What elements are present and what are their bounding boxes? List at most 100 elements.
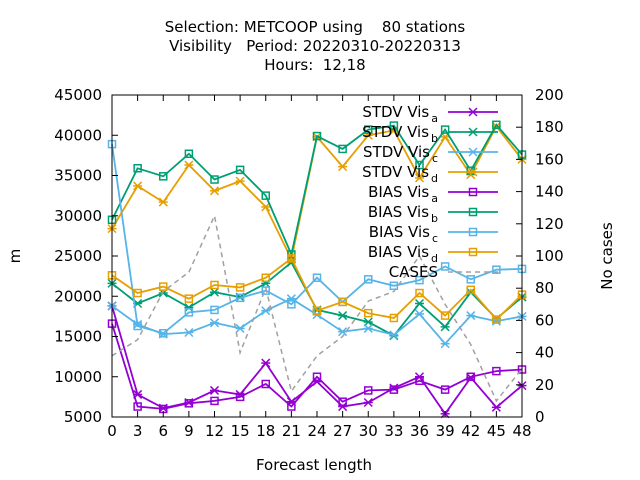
data-point-square (468, 227, 478, 237)
data-point-star (184, 327, 194, 338)
data-point-square (133, 288, 142, 298)
x-tick-label: 18 (256, 422, 275, 440)
data-point-star (184, 302, 194, 313)
data-point-star (466, 311, 476, 321)
data-point-star (363, 317, 373, 327)
legend-entry: STDV Vis a (362, 103, 498, 125)
y2-tick-label: 80 (535, 279, 554, 297)
data-point-square (492, 366, 501, 376)
data-point-square (235, 293, 245, 303)
data-point-star (133, 181, 143, 191)
y2-tick-label: 20 (535, 376, 554, 394)
x-tick-label: 36 (410, 422, 429, 440)
data-point-star (338, 402, 348, 412)
chart-title-line-3: Hours: 12,18 (264, 56, 365, 74)
x-tick-label: 21 (282, 422, 301, 440)
y2-tick-label: 0 (535, 408, 545, 426)
legend-label-text: STDV Vis (362, 103, 429, 121)
series-line (111, 257, 523, 321)
y2-tick-label: 140 (535, 183, 564, 201)
data-point-star (468, 167, 478, 177)
data-point-square (415, 160, 424, 170)
legend-label-text: STDV Vis (363, 143, 430, 161)
data-point-square (364, 125, 373, 134)
legend-label: BIAS Vis b (368, 203, 438, 225)
legend-label-subscript: c (432, 152, 438, 165)
data-point-star (209, 287, 220, 297)
data-point-square (184, 294, 194, 303)
x-tick-label: 45 (487, 422, 506, 440)
data-point-square (364, 386, 373, 395)
data-point-square (235, 392, 245, 402)
y-tick-label: 20000 (54, 287, 102, 305)
data-point-square (287, 300, 296, 309)
legend-label: STDV Vis d (362, 163, 438, 185)
y-tick-label: 10000 (54, 368, 102, 386)
data-point-square (440, 385, 450, 394)
legend-label-subscript: a (431, 112, 438, 125)
data-point-star (414, 173, 425, 183)
series-line (111, 143, 523, 335)
legend-entry: STDV Vis b (362, 123, 498, 145)
x-tick-label: 12 (205, 422, 224, 440)
x-axis-label: Forecast length (256, 456, 372, 474)
data-point-square (440, 262, 450, 271)
data-point-star (209, 318, 220, 328)
data-point-square (338, 297, 347, 307)
x-tick-label: 33 (384, 422, 403, 440)
y-tick-label: 15000 (54, 328, 102, 346)
data-point-star (338, 311, 348, 321)
data-point-square (364, 275, 373, 284)
data-point-square (159, 172, 168, 181)
data-point-star (338, 327, 348, 337)
data-point-square (338, 397, 347, 406)
series-line (111, 305, 523, 416)
y2-tick-label: 60 (535, 311, 554, 329)
y2-axis-label: No cases (598, 222, 616, 290)
data-point-square (468, 247, 478, 257)
x-tick-label: 27 (333, 422, 352, 440)
data-point-square (210, 280, 219, 290)
legend-label: BIAS Vis c (369, 223, 438, 245)
legend-entry: CASES (389, 263, 498, 281)
data-point-star (184, 160, 194, 170)
legend-label-subscript: c (432, 232, 438, 245)
data-point-star (261, 306, 271, 316)
data-point-star (363, 397, 373, 408)
y2-tick-label: 100 (535, 247, 564, 265)
data-point-square (210, 396, 219, 406)
data-point-square (210, 175, 219, 184)
legend-entry: BIAS Vis c (369, 223, 498, 245)
data-point-square (492, 265, 501, 274)
data-point-square (312, 306, 322, 315)
data-point-star (389, 330, 399, 340)
data-point-square (184, 308, 194, 317)
data-point-square (492, 315, 501, 324)
x-tick-label: 42 (461, 422, 480, 440)
data-point-star (158, 197, 168, 207)
data-point-square (338, 144, 347, 154)
y2-tick-label: 200 (535, 86, 564, 104)
legend-label-text: BIAS Vis (369, 223, 430, 241)
data-point-star (235, 176, 245, 186)
data-point-square (133, 164, 142, 173)
legend-label-subscript: a (431, 192, 438, 205)
chart-title-line-2: Visibility Period: 20220310-20220313 (169, 37, 461, 55)
data-point-square (261, 273, 270, 282)
data-point-star (491, 402, 501, 412)
data-point-square (466, 285, 475, 295)
data-point-star (338, 162, 348, 172)
data-point-square (312, 131, 322, 141)
legend-label-text: STDV Vis (362, 123, 429, 141)
x-tick-label: 39 (436, 422, 455, 440)
data-point-square (389, 121, 399, 130)
y2-tick-label: 160 (535, 150, 564, 168)
x-tick-label: 30 (359, 422, 378, 440)
legend-label-text: STDV Vis (362, 163, 429, 181)
x-tick-label: 9 (184, 422, 194, 440)
y-tick-label: 35000 (54, 167, 102, 185)
data-point-square (440, 125, 450, 134)
series-line (111, 123, 523, 258)
